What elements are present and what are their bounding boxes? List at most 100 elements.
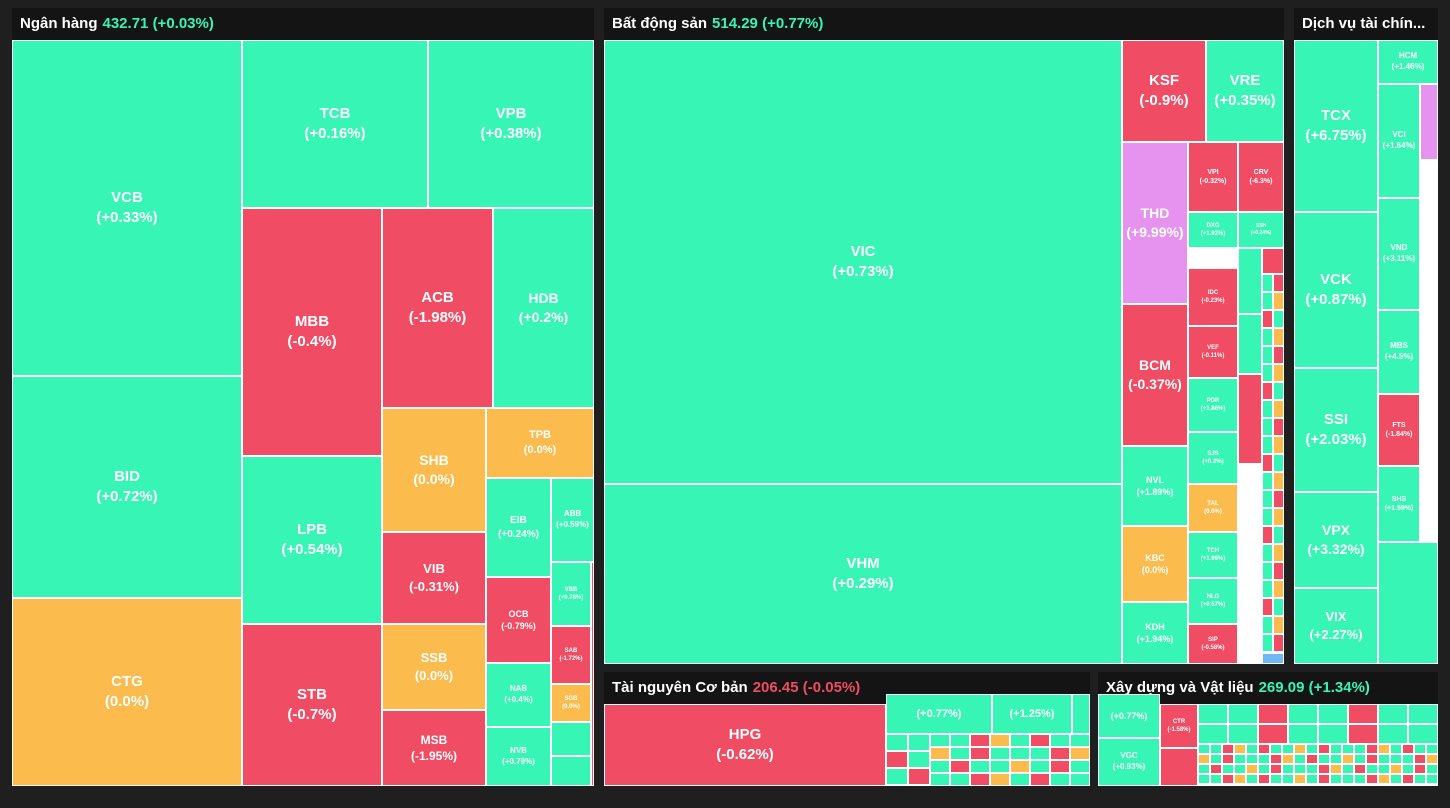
- stock-cell-small[interactable]: [1354, 744, 1366, 754]
- stock-cell[interactable]: HCM (+1.46%): [1378, 40, 1438, 84]
- stock-cell-small[interactable]: [1270, 774, 1282, 784]
- stock-cell-small[interactable]: [1262, 616, 1273, 634]
- stock-cell-small[interactable]: [1378, 774, 1390, 784]
- stock-cell[interactable]: [1238, 314, 1262, 374]
- stock-cell-small[interactable]: [1318, 704, 1348, 724]
- stock-cell-small[interactable]: [1306, 774, 1318, 784]
- sector-header[interactable]: Xây dựng và Vật liệu 269.09 (+1.34%): [1098, 672, 1438, 704]
- stock-cell-small[interactable]: [1070, 760, 1090, 773]
- stock-cell-small[interactable]: [1198, 774, 1210, 784]
- stock-cell-small[interactable]: [1378, 724, 1408, 744]
- stock-cell-small[interactable]: [1354, 764, 1366, 774]
- stock-cell-small[interactable]: [1318, 724, 1348, 744]
- stock-cell-small[interactable]: [1198, 704, 1228, 724]
- stock-cell-small[interactable]: [1273, 364, 1284, 382]
- stock-cell[interactable]: VIX (+2.27%): [1294, 588, 1378, 664]
- stock-cell-small[interactable]: [1210, 774, 1222, 784]
- stock-cell-small[interactable]: [1426, 764, 1438, 774]
- stock-cell-small[interactable]: [1330, 754, 1342, 764]
- stock-cell-small[interactable]: [1030, 773, 1050, 786]
- stock-cell-small[interactable]: [1273, 562, 1284, 580]
- stock-cell-small[interactable]: [1010, 760, 1030, 773]
- stock-cell-small[interactable]: [990, 734, 1010, 747]
- stock-cell[interactable]: NLG (+0.57%): [1188, 578, 1238, 624]
- stock-cell-small[interactable]: [1258, 784, 1270, 786]
- stock-cell[interactable]: NAB (+0.4%): [486, 663, 551, 727]
- stock-cell[interactable]: (+0.77%): [1098, 694, 1160, 738]
- stock-cell-small[interactable]: [1228, 704, 1258, 724]
- stock-cell[interactable]: TCH (+1.99%): [1188, 532, 1238, 578]
- stock-cell-small[interactable]: [1262, 634, 1273, 652]
- stock-cell-small[interactable]: [1342, 784, 1354, 786]
- stock-cell[interactable]: VND (+3.11%): [1378, 198, 1420, 310]
- stock-cell[interactable]: VPB (+0.38%): [428, 40, 594, 208]
- stock-cell-small[interactable]: [1282, 744, 1294, 754]
- stock-cell-small[interactable]: [1246, 764, 1258, 774]
- stock-cell[interactable]: VIB (-0.31%): [382, 532, 486, 624]
- stock-cell-small[interactable]: [1402, 764, 1414, 774]
- stock-cell-small[interactable]: [1390, 764, 1402, 774]
- stock-cell-small[interactable]: [1273, 508, 1284, 526]
- stock-cell-small[interactable]: [1426, 774, 1438, 784]
- stock-cell-small[interactable]: [1306, 764, 1318, 774]
- stock-cell[interactable]: DXG (+1.92%): [1188, 212, 1238, 248]
- stock-cell[interactable]: SSB (0.0%): [382, 624, 486, 710]
- stock-cell[interactable]: VCI (+1.64%): [1378, 84, 1420, 198]
- stock-cell-small[interactable]: [886, 785, 908, 786]
- stock-cell-small[interactable]: [1288, 704, 1318, 724]
- stock-cell-small[interactable]: [1262, 436, 1273, 454]
- stock-cell-small[interactable]: [1270, 764, 1282, 774]
- stock-cell-small[interactable]: [1210, 764, 1222, 774]
- stock-cell-small[interactable]: [1354, 754, 1366, 764]
- stock-cell-small[interactable]: [1342, 774, 1354, 784]
- stock-cell-small[interactable]: [886, 751, 908, 768]
- stock-cell-small[interactable]: [1258, 774, 1270, 784]
- stock-cell-small[interactable]: [1354, 784, 1366, 786]
- stock-cell-small[interactable]: [1246, 774, 1258, 784]
- stock-cell-small[interactable]: [950, 747, 970, 760]
- stock-cell-small[interactable]: [1294, 744, 1306, 754]
- stock-cell-small[interactable]: [1402, 784, 1414, 786]
- stock-cell[interactable]: OCB (-0.79%): [486, 577, 551, 663]
- stock-cell-small[interactable]: [1262, 310, 1273, 328]
- stock-cell[interactable]: MBB (-0.4%): [242, 208, 382, 456]
- stock-cell[interactable]: MBS (+4.5%): [1378, 310, 1420, 394]
- stock-cell-small[interactable]: [1273, 436, 1284, 454]
- stock-cell-small[interactable]: [1348, 704, 1378, 724]
- stock-cell-small[interactable]: [1222, 774, 1234, 784]
- stock-cell[interactable]: [1378, 542, 1438, 664]
- stock-cell-small[interactable]: [1282, 764, 1294, 774]
- stock-cell[interactable]: ACB (-1.98%): [382, 208, 493, 408]
- stock-cell-small[interactable]: [1318, 774, 1330, 784]
- stock-cell[interactable]: (+0.77%): [886, 694, 992, 734]
- stock-cell-small[interactable]: [1234, 764, 1246, 774]
- stock-cell-small[interactable]: [1402, 744, 1414, 754]
- stock-cell-small[interactable]: [1306, 744, 1318, 754]
- stock-cell[interactable]: PDR (+1.86%): [1188, 378, 1238, 432]
- stock-cell-small[interactable]: [1258, 764, 1270, 774]
- stock-cell[interactable]: VBB (+0.76%): [551, 562, 591, 626]
- stock-cell-small[interactable]: [1222, 784, 1234, 786]
- stock-cell-small[interactable]: [1262, 526, 1273, 544]
- stock-cell-small[interactable]: [950, 760, 970, 773]
- stock-cell-small[interactable]: [1262, 400, 1273, 418]
- stock-cell-small[interactable]: [1262, 274, 1273, 292]
- stock-cell-small[interactable]: [1318, 744, 1330, 754]
- stock-cell-small[interactable]: [1390, 744, 1402, 754]
- stock-cell-small[interactable]: [1262, 598, 1273, 616]
- stock-cell-small[interactable]: [1342, 754, 1354, 764]
- stock-cell-small[interactable]: [1402, 754, 1414, 764]
- stock-cell-small[interactable]: [1258, 744, 1270, 754]
- stock-cell[interactable]: KBC (0.0%): [1122, 526, 1188, 602]
- stock-cell-small[interactable]: [970, 760, 990, 773]
- stock-cell-small[interactable]: [1234, 774, 1246, 784]
- stock-cell-small[interactable]: [1262, 544, 1273, 562]
- stock-cell[interactable]: CTR (-1.58%): [1160, 704, 1198, 748]
- stock-cell-small[interactable]: [1198, 724, 1228, 744]
- stock-cell-small[interactable]: [1408, 724, 1438, 744]
- stock-cell-small[interactable]: [1366, 744, 1378, 754]
- stock-cell[interactable]: TCX (+6.75%): [1294, 40, 1378, 212]
- stock-cell-small[interactable]: [1294, 754, 1306, 764]
- stock-cell-small[interactable]: [1222, 764, 1234, 774]
- stock-cell-small[interactable]: [1318, 754, 1330, 764]
